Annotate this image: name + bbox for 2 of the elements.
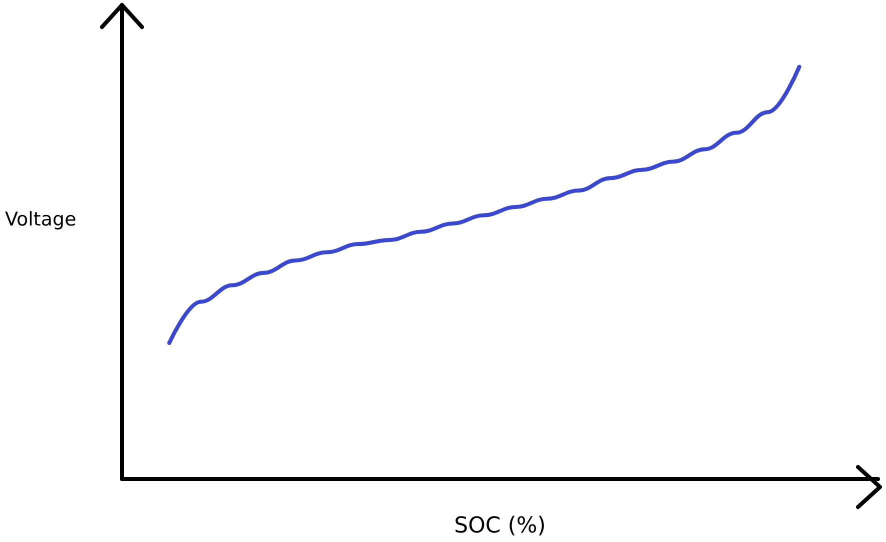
y-axis-title: Voltage — [5, 208, 76, 230]
x-axis-title: SOC (%) — [454, 514, 546, 538]
